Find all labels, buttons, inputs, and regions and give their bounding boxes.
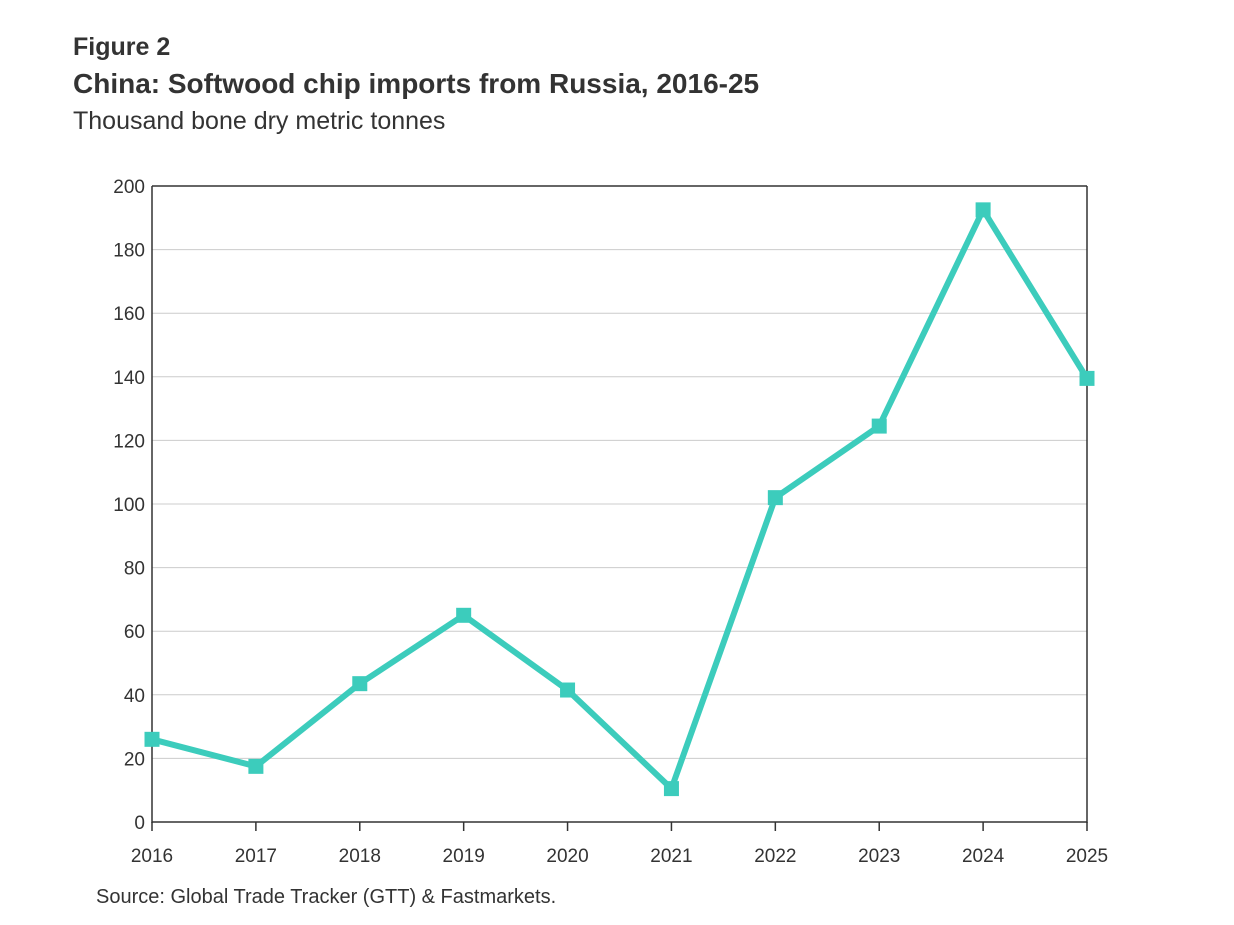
- x-tick-label: 2019: [443, 846, 485, 867]
- line-chart: 0 20 40 60 80 100 120 140 160 180 200 2016 2017 2018…: [113, 177, 1108, 867]
- x-tick-label: 2025: [1066, 846, 1108, 867]
- x-tick-label: 2021: [650, 846, 692, 867]
- y-tick-label: 160: [113, 304, 145, 325]
- data-point-2018: [352, 676, 368, 692]
- y-tick-label: 40: [124, 686, 145, 707]
- y-tick-label: 140: [113, 368, 145, 389]
- x-tick-label: 2016: [131, 846, 173, 867]
- series-line: [151, 203, 1090, 794]
- data-point-2017: [248, 758, 264, 774]
- data-series: [144, 202, 1095, 797]
- x-tick-label: 2018: [339, 846, 381, 867]
- chart-subtitle: Thousand bone dry metric tonnes: [73, 107, 446, 135]
- figure-label: Figure 2: [73, 33, 171, 61]
- y-tick-label: 60: [124, 622, 145, 643]
- data-point-2019: [456, 607, 472, 623]
- chart-title: China: Softwood chip imports from Russia…: [73, 68, 760, 99]
- source-note: Source: Global Trade Tracker (GTT) & Fas…: [96, 886, 557, 908]
- data-point-2020: [560, 682, 576, 698]
- y-axis: 0 20 40 60 80 100 120 140 160 180 200: [113, 177, 145, 834]
- plot-frame: [151, 185, 1088, 823]
- data-point-2024: [975, 202, 991, 218]
- x-tick-label: 2023: [858, 846, 900, 867]
- data-point-2022: [767, 490, 783, 506]
- data-point-2025: [1079, 370, 1095, 386]
- y-tick-label: 0: [134, 813, 145, 834]
- y-tick-label: 80: [124, 559, 145, 580]
- data-point-2021: [663, 781, 679, 797]
- y-tick-label: 20: [124, 749, 145, 770]
- data-point-2016: [144, 731, 160, 747]
- y-tick-label: 120: [113, 431, 145, 452]
- y-tick-label: 100: [113, 495, 145, 516]
- y-tick-label: 200: [113, 177, 145, 198]
- data-point-2023: [871, 418, 887, 434]
- x-axis: 2016 2017 2018 2019 2020 2021 2022 2023 2024 2025: [131, 822, 1108, 867]
- y-tick-label: 180: [113, 241, 145, 262]
- gridlines: [152, 185, 1087, 759]
- x-tick-label: 2020: [546, 846, 588, 867]
- x-tick-label: 2024: [962, 846, 1005, 867]
- x-tick-label: 2017: [235, 846, 277, 867]
- x-tick-label: 2022: [754, 846, 796, 867]
